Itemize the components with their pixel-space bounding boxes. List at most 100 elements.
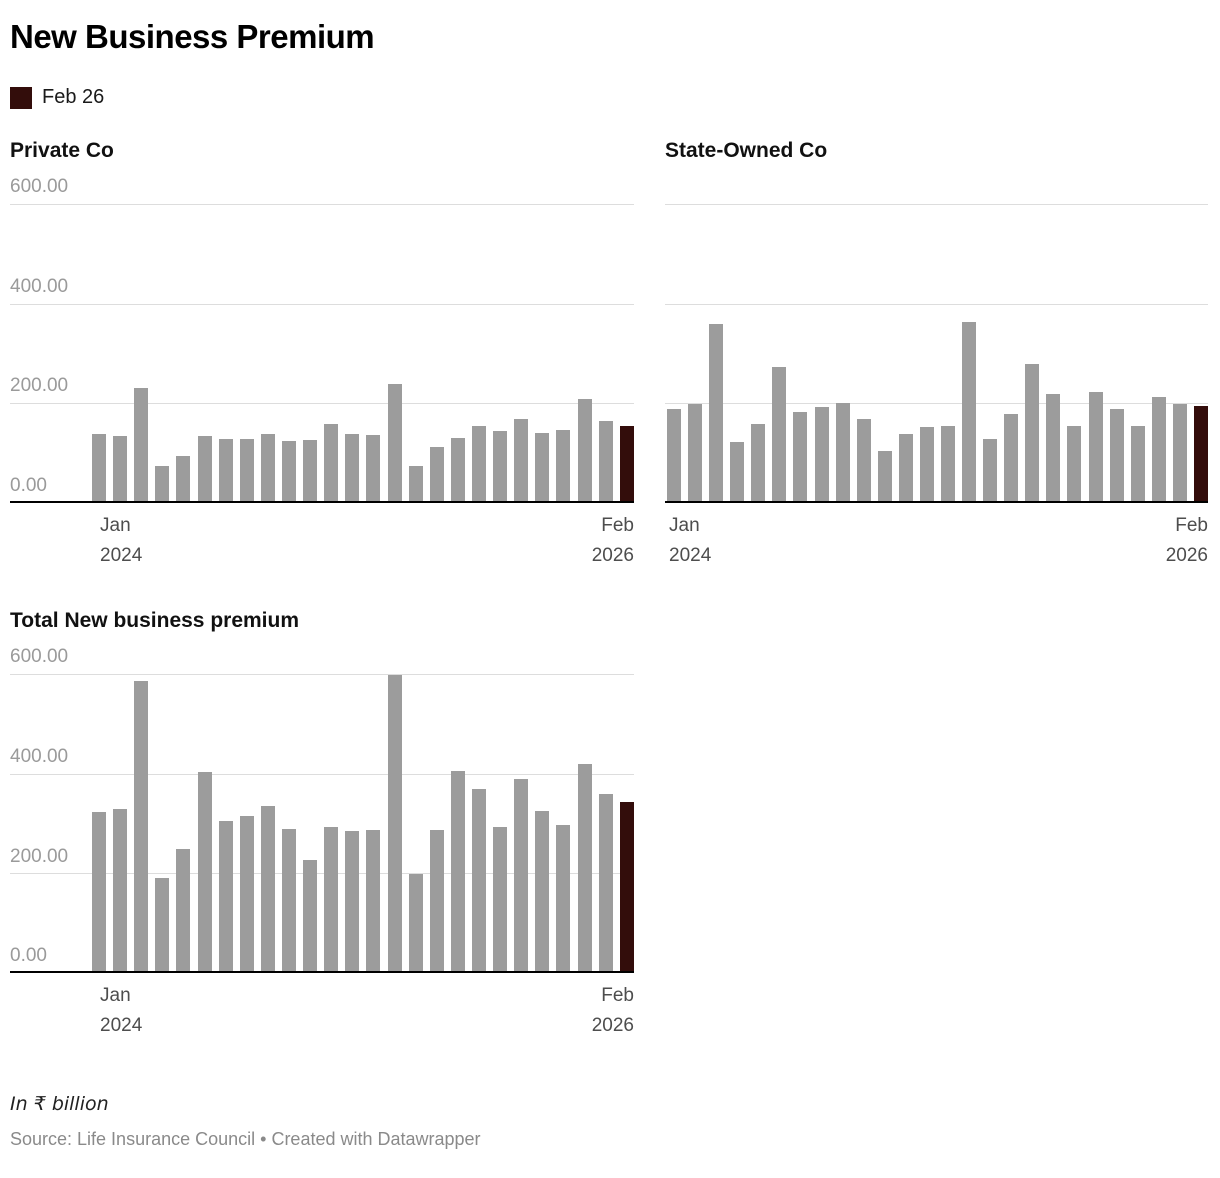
gridline: [10, 403, 634, 405]
panel-title-state-owned-co: State-Owned Co: [665, 139, 828, 162]
gridline: [665, 303, 1208, 305]
bar-dec-2024: [324, 423, 339, 502]
x-axis-total-premium: Jan 2024 Feb 2026: [10, 981, 634, 1047]
bar-may-2025: [429, 830, 444, 972]
bar-jan-2024: [92, 811, 106, 972]
gridline: [10, 773, 634, 775]
gridline: [10, 204, 634, 206]
bar-nov-2024: [877, 451, 892, 502]
panel-total-premium: Total New business premium 600.00 400.00 2…: [10, 609, 634, 1047]
x-axis-label-end: Feb 2026: [592, 981, 634, 1041]
gridline: [665, 403, 1208, 405]
bar-jun-2025: [450, 438, 465, 502]
bar-sep-2024: [835, 402, 850, 502]
bar-apr-2024: [155, 466, 170, 502]
bar-mar-2024: [709, 324, 724, 502]
bar-apr-2024: [155, 877, 170, 972]
x-axis-year-end: 2026: [591, 545, 634, 567]
bars-group: [667, 204, 1208, 502]
bar-may-2025: [429, 447, 444, 502]
bar-feb-2024: [688, 403, 703, 502]
y-axis-tick-label: 400.00: [10, 745, 69, 767]
bar-mar-2025: [387, 674, 402, 972]
bar-jan-2026: [598, 421, 613, 502]
x-axis-year-start: 2024: [100, 1015, 143, 1037]
charts-grid: Private Co 600.00 400.00 200.00 0.00 Jan 20…: [10, 139, 1208, 1047]
x-axis-label-start: Jan 2024: [100, 511, 142, 571]
bar-nov-2024: [303, 860, 318, 972]
gridline: [10, 303, 634, 305]
bar-feb-2024: [113, 809, 128, 972]
bar-feb-2024: [113, 436, 128, 502]
bar-feb-2026: [619, 426, 634, 502]
y-axis-tick-label: 200.00: [10, 845, 69, 867]
bar-chart-total-premium: 600.00 400.00 200.00 0.00: [10, 647, 634, 974]
bar-feb-2026: [619, 801, 634, 972]
bar-dec-2025: [577, 398, 592, 502]
source-attribution: Source: Life Insurance Council • Created…: [10, 1129, 481, 1150]
bar-may-2024: [176, 849, 191, 972]
legend-swatch: [10, 86, 32, 109]
bar-jul-2025: [1046, 394, 1061, 502]
bar-jan-2025: [345, 434, 360, 502]
x-axis-year-end: 2026: [591, 1015, 634, 1037]
bar-mar-2025: [962, 321, 977, 502]
bar-nov-2025: [1130, 426, 1145, 502]
bar-oct-2024: [856, 418, 871, 502]
x-axis-month-start: Jan: [669, 515, 700, 537]
panel-title-private-co: Private Co: [10, 139, 114, 162]
bar-chart-private-co: 600.00 400.00 200.00 0.00: [10, 177, 634, 504]
y-axis-tick-label: 200.00: [10, 375, 69, 397]
y-axis-tick-label: 600.00: [10, 176, 69, 198]
bar-nov-2024: [303, 439, 318, 502]
x-axis-month-start: Jan: [100, 515, 131, 537]
bar-apr-2025: [408, 466, 423, 502]
x-axis-private-co: Jan 2024 Feb 2026: [10, 511, 634, 577]
bar-dec-2025: [1151, 396, 1166, 502]
x-axis-month-end: Feb: [601, 985, 634, 1007]
bar-oct-2025: [535, 811, 550, 972]
bar-sep-2024: [260, 433, 275, 502]
bars-group: [92, 204, 634, 502]
panel-private-co: Private Co 600.00 400.00 200.00 0.00 Jan 20…: [10, 139, 634, 577]
bar-dec-2025: [577, 764, 592, 972]
bar-may-2025: [1004, 413, 1019, 502]
legend: Feb 26: [10, 86, 1208, 109]
x-axis-label-start: Jan 2024: [100, 981, 142, 1041]
bar-oct-2024: [281, 441, 296, 502]
bar-sep-2025: [514, 779, 529, 972]
x-axis-month-end: Feb: [1175, 515, 1208, 537]
bar-feb-2025: [941, 426, 956, 502]
bar-sep-2025: [1088, 391, 1103, 502]
bar-jun-2024: [772, 366, 787, 502]
chart-footer: In ₹ billion Source: Life Insurance Coun…: [10, 1093, 1208, 1150]
bar-sep-2025: [514, 418, 529, 502]
y-axis-tick-label: 0.00: [10, 475, 47, 497]
bar-oct-2025: [1109, 408, 1124, 502]
x-axis-month-start: Jan: [100, 985, 131, 1007]
bar-jun-2025: [1025, 364, 1040, 502]
bar-aug-2025: [493, 826, 508, 972]
bar-may-2024: [751, 423, 766, 502]
x-axis-year-end: 2026: [1165, 545, 1208, 567]
gridline: [665, 204, 1208, 206]
bar-feb-2025: [366, 434, 381, 502]
bar-jun-2024: [197, 436, 212, 502]
bar-oct-2024: [281, 829, 296, 972]
bar-jan-2024: [92, 433, 106, 502]
chart-title: New Business Premium: [10, 18, 375, 55]
bar-jan-2025: [919, 427, 934, 502]
bars-group: [92, 674, 634, 972]
bar-apr-2024: [730, 442, 745, 502]
bar-jan-2025: [345, 830, 360, 972]
x-axis-year-start: 2024: [100, 545, 143, 567]
bar-nov-2025: [556, 429, 571, 502]
bar-mar-2025: [387, 384, 402, 502]
bar-aug-2024: [814, 407, 829, 502]
bar-jun-2025: [450, 771, 465, 972]
y-axis-tick-label: 600.00: [10, 646, 69, 668]
panel-title-total-premium: Total New business premium: [10, 609, 300, 633]
y-axis-tick-label: 0.00: [10, 945, 47, 967]
bar-chart-state-owned-co: [665, 204, 1208, 504]
